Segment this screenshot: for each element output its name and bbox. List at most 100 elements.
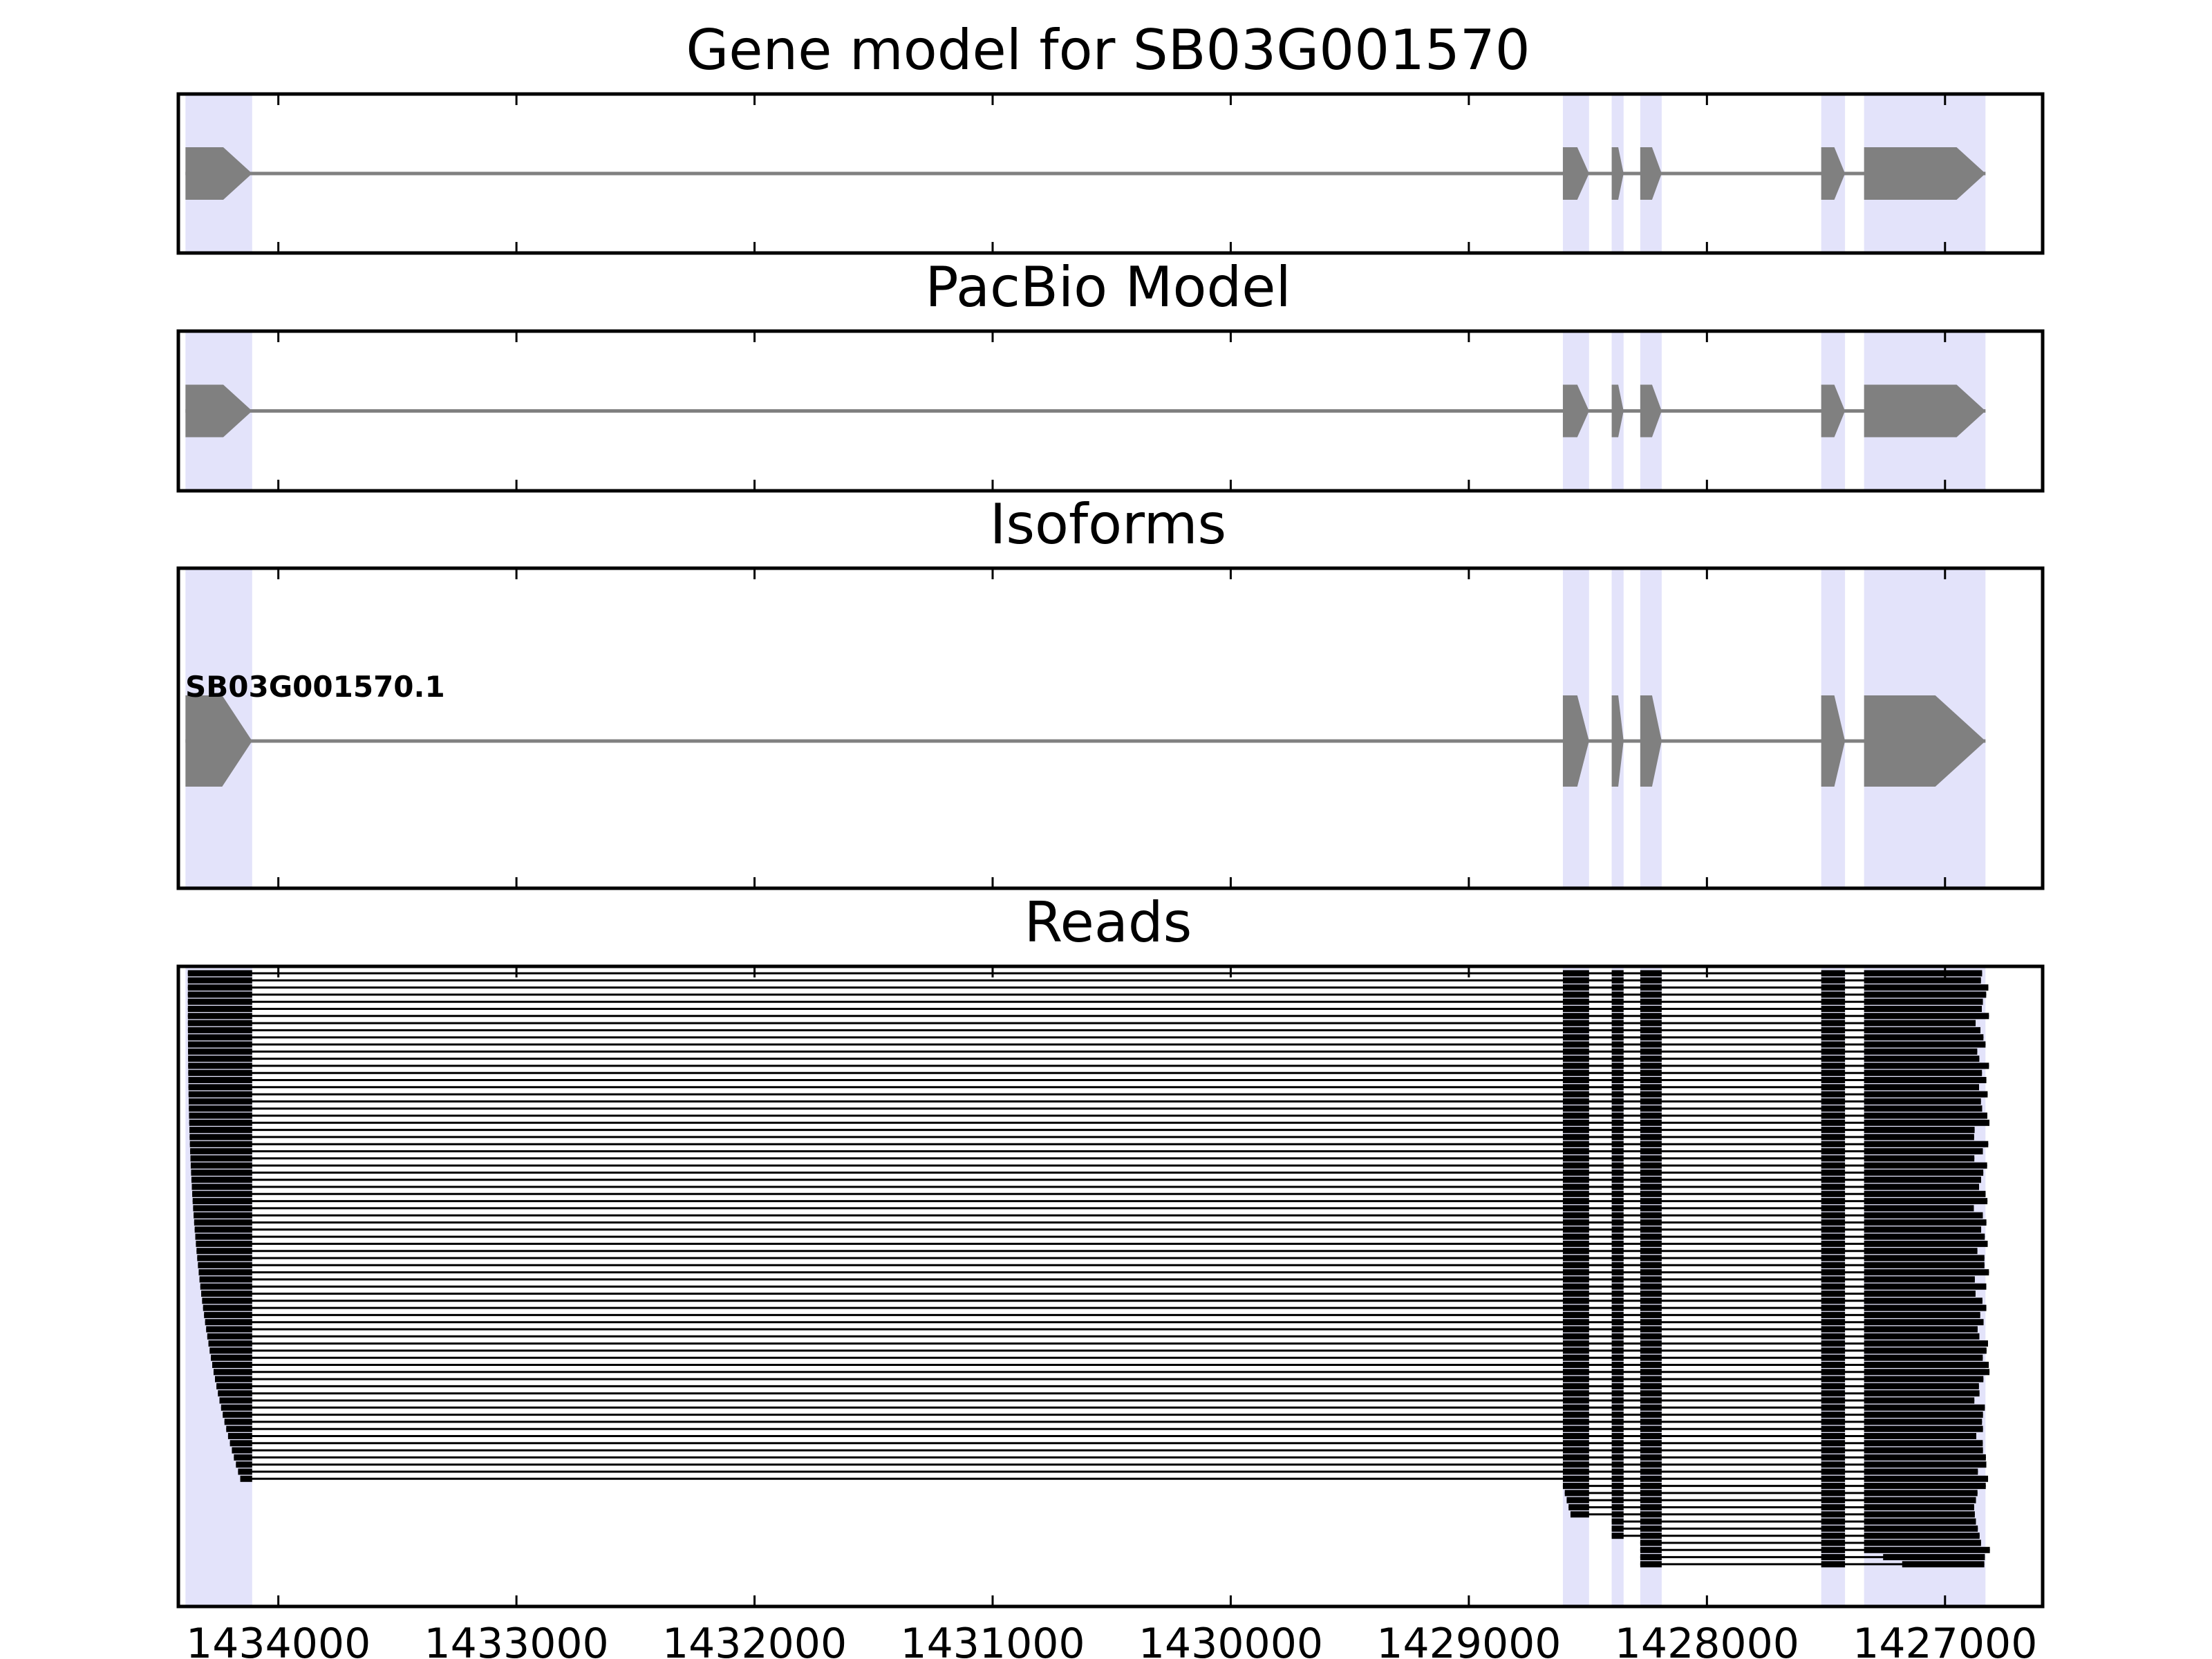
read-exon-6 — [1864, 1283, 1987, 1290]
read-exon-6 — [1864, 1048, 1978, 1055]
read-exon-3 — [1640, 1511, 1662, 1518]
read-exon-1 — [189, 1127, 252, 1134]
read-exon-3 — [1611, 1190, 1624, 1197]
read-3 — [187, 984, 1989, 991]
read-exon-6 — [1864, 1354, 1983, 1361]
read-exon-1 — [187, 1041, 252, 1048]
read-exon-4 — [1640, 1291, 1662, 1297]
read-exon-3 — [1611, 1333, 1624, 1340]
read-exon-4 — [1640, 1219, 1662, 1226]
read-43 — [198, 1269, 1989, 1276]
read-exon-2 — [1562, 1006, 1589, 1012]
read-exon-4 — [1640, 1069, 1662, 1076]
read-26 — [190, 1148, 1983, 1154]
x-tick-label-8: 1427000 — [1853, 1620, 2037, 1659]
read-exon-4 — [1640, 1475, 1662, 1482]
read-exon-5 — [1821, 1098, 1846, 1105]
read-exon-1 — [187, 1027, 252, 1033]
read-exon-5 — [1821, 1418, 1846, 1425]
read-9 — [187, 1027, 1981, 1033]
read-exon-4 — [1640, 1134, 1662, 1141]
read-exon-5 — [1821, 1354, 1846, 1361]
read-exon-6 — [1864, 1440, 1983, 1447]
read-exon-2 — [1562, 977, 1589, 984]
read-exon-5 — [1821, 1134, 1846, 1141]
read-25 — [189, 1141, 1989, 1147]
read-15 — [188, 1069, 1983, 1076]
read-exon-6 — [1864, 1127, 1975, 1134]
read-exon-3 — [1611, 984, 1624, 991]
read-exon-5 — [1821, 1212, 1846, 1219]
read-exon-5 — [1821, 991, 1846, 998]
read-exon-5 — [1821, 1077, 1846, 1083]
read-exon-4 — [1640, 1440, 1662, 1447]
read-exon-1 — [192, 1190, 252, 1197]
read-59 — [216, 1382, 1979, 1389]
read-exon-4 — [1640, 1077, 1662, 1083]
read-exon-4 — [1640, 1354, 1662, 1361]
read-exon-4 — [1640, 1412, 1662, 1418]
read-exon-4 — [1640, 1155, 1662, 1162]
panel-title-reads: Reads — [1024, 890, 1192, 955]
read-exon-3 — [1611, 1283, 1624, 1290]
read-36 — [194, 1219, 1987, 1226]
read-exon-4 — [1640, 1262, 1662, 1268]
read-24 — [189, 1134, 1974, 1141]
read-exon-3 — [1611, 1326, 1624, 1333]
read-exon-4 — [1640, 1048, 1662, 1055]
read-66 — [227, 1433, 1977, 1439]
read-exon-6 — [1864, 1240, 1988, 1247]
read-exon-3 — [1611, 1141, 1624, 1147]
read-exon-1 — [1564, 1490, 1589, 1497]
read-2 — [187, 977, 1981, 984]
read-exon-4 — [1864, 1533, 1980, 1539]
read-exon-3 — [1640, 1497, 1662, 1503]
read-exon-2 — [1611, 1497, 1624, 1503]
read-exon-3 — [1640, 1490, 1662, 1497]
read-exon-1 — [196, 1240, 252, 1247]
exon-1 — [185, 384, 252, 438]
read-exon-6 — [1864, 1119, 1990, 1126]
read-exon-4 — [1640, 1382, 1662, 1389]
read-exon-3 — [1611, 1027, 1624, 1033]
read-8 — [187, 1020, 1976, 1027]
read-exon-3 — [1864, 1546, 1990, 1553]
read-exon-3 — [1902, 1561, 1985, 1568]
read-exon-1 — [188, 1062, 252, 1069]
read-exon-5 — [1821, 977, 1846, 984]
read-exon-1 — [187, 1020, 252, 1027]
read-exon-3 — [1611, 1240, 1624, 1247]
read-exon-4 — [1640, 1326, 1662, 1333]
read-64 — [224, 1418, 1983, 1425]
read-exon-4 — [1640, 1319, 1662, 1326]
read-exon-1 — [205, 1319, 252, 1326]
read-exon-2 — [1821, 1539, 1846, 1546]
read-exon-3 — [1611, 1425, 1624, 1432]
read-exon-5 — [1821, 1397, 1846, 1404]
exon-3 — [1611, 695, 1624, 787]
read-exon-4 — [1640, 1006, 1662, 1012]
read-exon-3 — [1611, 1354, 1624, 1361]
read-exon-4 — [1640, 1248, 1662, 1255]
read-exon-3 — [1611, 1127, 1624, 1134]
read-exon-6 — [1864, 1447, 1983, 1454]
read-exon-6 — [1864, 1340, 1988, 1347]
read-20 — [189, 1105, 1983, 1112]
read-47 — [202, 1297, 1983, 1304]
read-exon-4 — [1640, 1390, 1662, 1397]
read-exon-1 — [199, 1276, 252, 1283]
read-27 — [190, 1155, 1975, 1162]
read-exon-1 — [203, 1304, 252, 1311]
exon-4 — [1640, 695, 1662, 787]
read-31 — [191, 1183, 1980, 1190]
read-exon-6 — [1864, 1311, 1980, 1318]
read-exon-6 — [1864, 1148, 1983, 1154]
read-exon-5 — [1821, 1291, 1846, 1297]
read-exon-6 — [1864, 1027, 1981, 1033]
read-exon-5 — [1821, 1262, 1846, 1268]
read-exon-4 — [1864, 1525, 1978, 1532]
read-67 — [229, 1440, 1983, 1447]
read-11 — [187, 1041, 1986, 1048]
read-exon-4 — [1640, 1198, 1662, 1205]
read-21 — [189, 1112, 1987, 1119]
